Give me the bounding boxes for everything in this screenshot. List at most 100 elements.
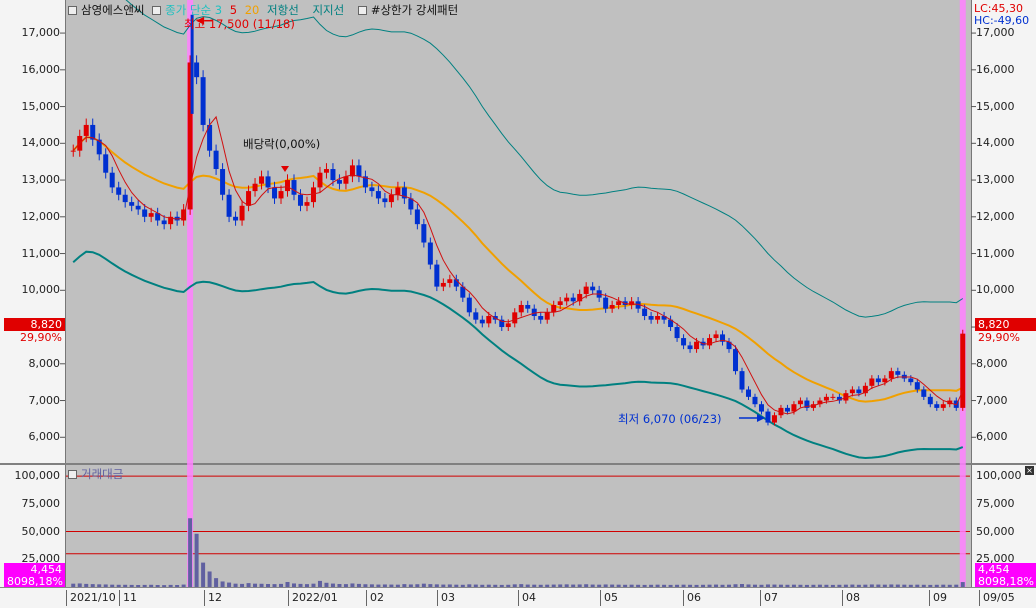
candle-body <box>90 124 96 140</box>
volume-bar <box>610 584 615 587</box>
candle-body <box>148 213 154 217</box>
volume-bar <box>752 584 757 587</box>
candle-body <box>538 316 544 320</box>
volume-bar <box>324 582 329 587</box>
legend-support: 지지선 <box>312 3 345 17</box>
volume-chart-area[interactable] <box>65 465 972 587</box>
dividend-annotation: 배당락(0,00%) <box>243 137 321 151</box>
candle-body <box>707 338 713 346</box>
candle-body <box>285 180 291 192</box>
price-tick-label: 14,000 <box>976 136 1015 150</box>
candle-body <box>823 396 829 401</box>
candle-body <box>927 396 933 405</box>
volume-bar <box>817 584 822 587</box>
candle-body <box>791 404 797 412</box>
volume-bar <box>720 584 725 587</box>
candle-body <box>278 191 284 199</box>
candle-body <box>116 187 122 195</box>
candle-body <box>875 378 881 383</box>
right-price-axis <box>971 0 1036 463</box>
volume-bar <box>415 584 420 587</box>
volume-bar <box>941 584 946 587</box>
candle-body <box>778 407 784 416</box>
volume-bar <box>330 583 335 587</box>
volume-bar <box>123 584 128 587</box>
volume-bar <box>740 584 744 587</box>
volume-bar <box>551 584 556 587</box>
candle-body <box>213 150 219 170</box>
current-price-tag-right: 8,820 <box>975 318 1036 331</box>
candle-body <box>408 198 414 210</box>
volume-bar <box>194 533 199 587</box>
legend-pattern: #상한가 강세패턴 <box>370 3 459 17</box>
volume-bar <box>584 584 589 587</box>
legend-resistance: 저항선 <box>267 3 299 17</box>
date-tick-label: 2022/01 <box>288 590 338 606</box>
pattern-checkbox[interactable] <box>357 6 367 15</box>
stock-name[interactable]: 삼영에스앤씨 <box>81 3 145 17</box>
candle-body <box>155 213 161 221</box>
candle-body <box>648 316 654 320</box>
price-tick-label: 14,000 <box>21 136 61 150</box>
candle-body <box>681 338 687 346</box>
lc-readout: LC:45,30 <box>974 2 1024 15</box>
volume-bar <box>467 584 472 587</box>
volume-bar <box>480 584 485 587</box>
volume-bar <box>356 583 361 587</box>
volume-bar <box>830 584 835 587</box>
volume-bar <box>493 584 498 587</box>
candle-body <box>161 220 167 225</box>
price-tick-label: 10,000 <box>21 283 61 297</box>
volume-bar <box>201 562 206 587</box>
panel-splitter[interactable] <box>0 463 1036 465</box>
volume-bar <box>889 584 894 587</box>
volume-bar <box>837 584 842 587</box>
candle-body <box>817 400 823 405</box>
volume-bar <box>311 583 316 587</box>
volume-bar <box>343 584 348 587</box>
date-axis[interactable]: 2021/10 11 12 2022/01 02 03 04 05 06 07 08 09 09/05 <box>0 587 1036 608</box>
price-tick-label: 11,000 <box>21 246 61 260</box>
volume-bar <box>220 581 225 587</box>
volume-checkbox[interactable] <box>68 470 77 479</box>
candle-body <box>142 209 148 217</box>
volume-bar <box>688 584 693 587</box>
stock-checkbox[interactable] <box>68 6 77 15</box>
volume-bar <box>447 584 452 587</box>
candle-body <box>369 187 375 192</box>
volume-bar <box>714 584 719 587</box>
volume-bar <box>253 583 258 587</box>
volume-bar <box>811 584 816 587</box>
candle-body <box>674 327 680 339</box>
candle-body <box>668 319 674 328</box>
price-tick-label: 16,000 <box>976 62 1015 76</box>
volume-legend: 거래대금 <box>68 466 127 482</box>
high-arrow <box>196 16 205 25</box>
volume-bar <box>363 584 368 587</box>
legend-ma20: 20 <box>244 3 260 17</box>
candle-body <box>934 404 940 408</box>
candle-body <box>129 202 135 206</box>
volume-bar <box>785 584 790 587</box>
date-tick-label: 03 <box>437 590 455 606</box>
indicator-checkbox[interactable] <box>152 6 162 15</box>
price-tick-label: 6,000 <box>28 430 61 444</box>
candle-body <box>427 242 433 265</box>
volume-bar <box>181 584 186 587</box>
volume-bar <box>376 584 381 587</box>
volume-bar <box>558 584 563 587</box>
close-panel-icon[interactable]: × <box>1025 466 1034 475</box>
volume-tick-label: 25,000 <box>21 552 61 566</box>
candle-body <box>694 341 700 350</box>
volume-tag-left: 4,454 <box>4 563 65 576</box>
volume-bar <box>188 518 193 587</box>
volume-bar <box>765 584 770 587</box>
volume-bar <box>214 578 219 587</box>
candle-body <box>356 165 362 177</box>
candle-body <box>661 316 667 320</box>
volume-bar <box>746 584 751 587</box>
candle-body <box>505 323 511 328</box>
volume-bar <box>733 584 738 587</box>
volume-bar <box>538 584 543 587</box>
volume-bar <box>655 584 660 587</box>
